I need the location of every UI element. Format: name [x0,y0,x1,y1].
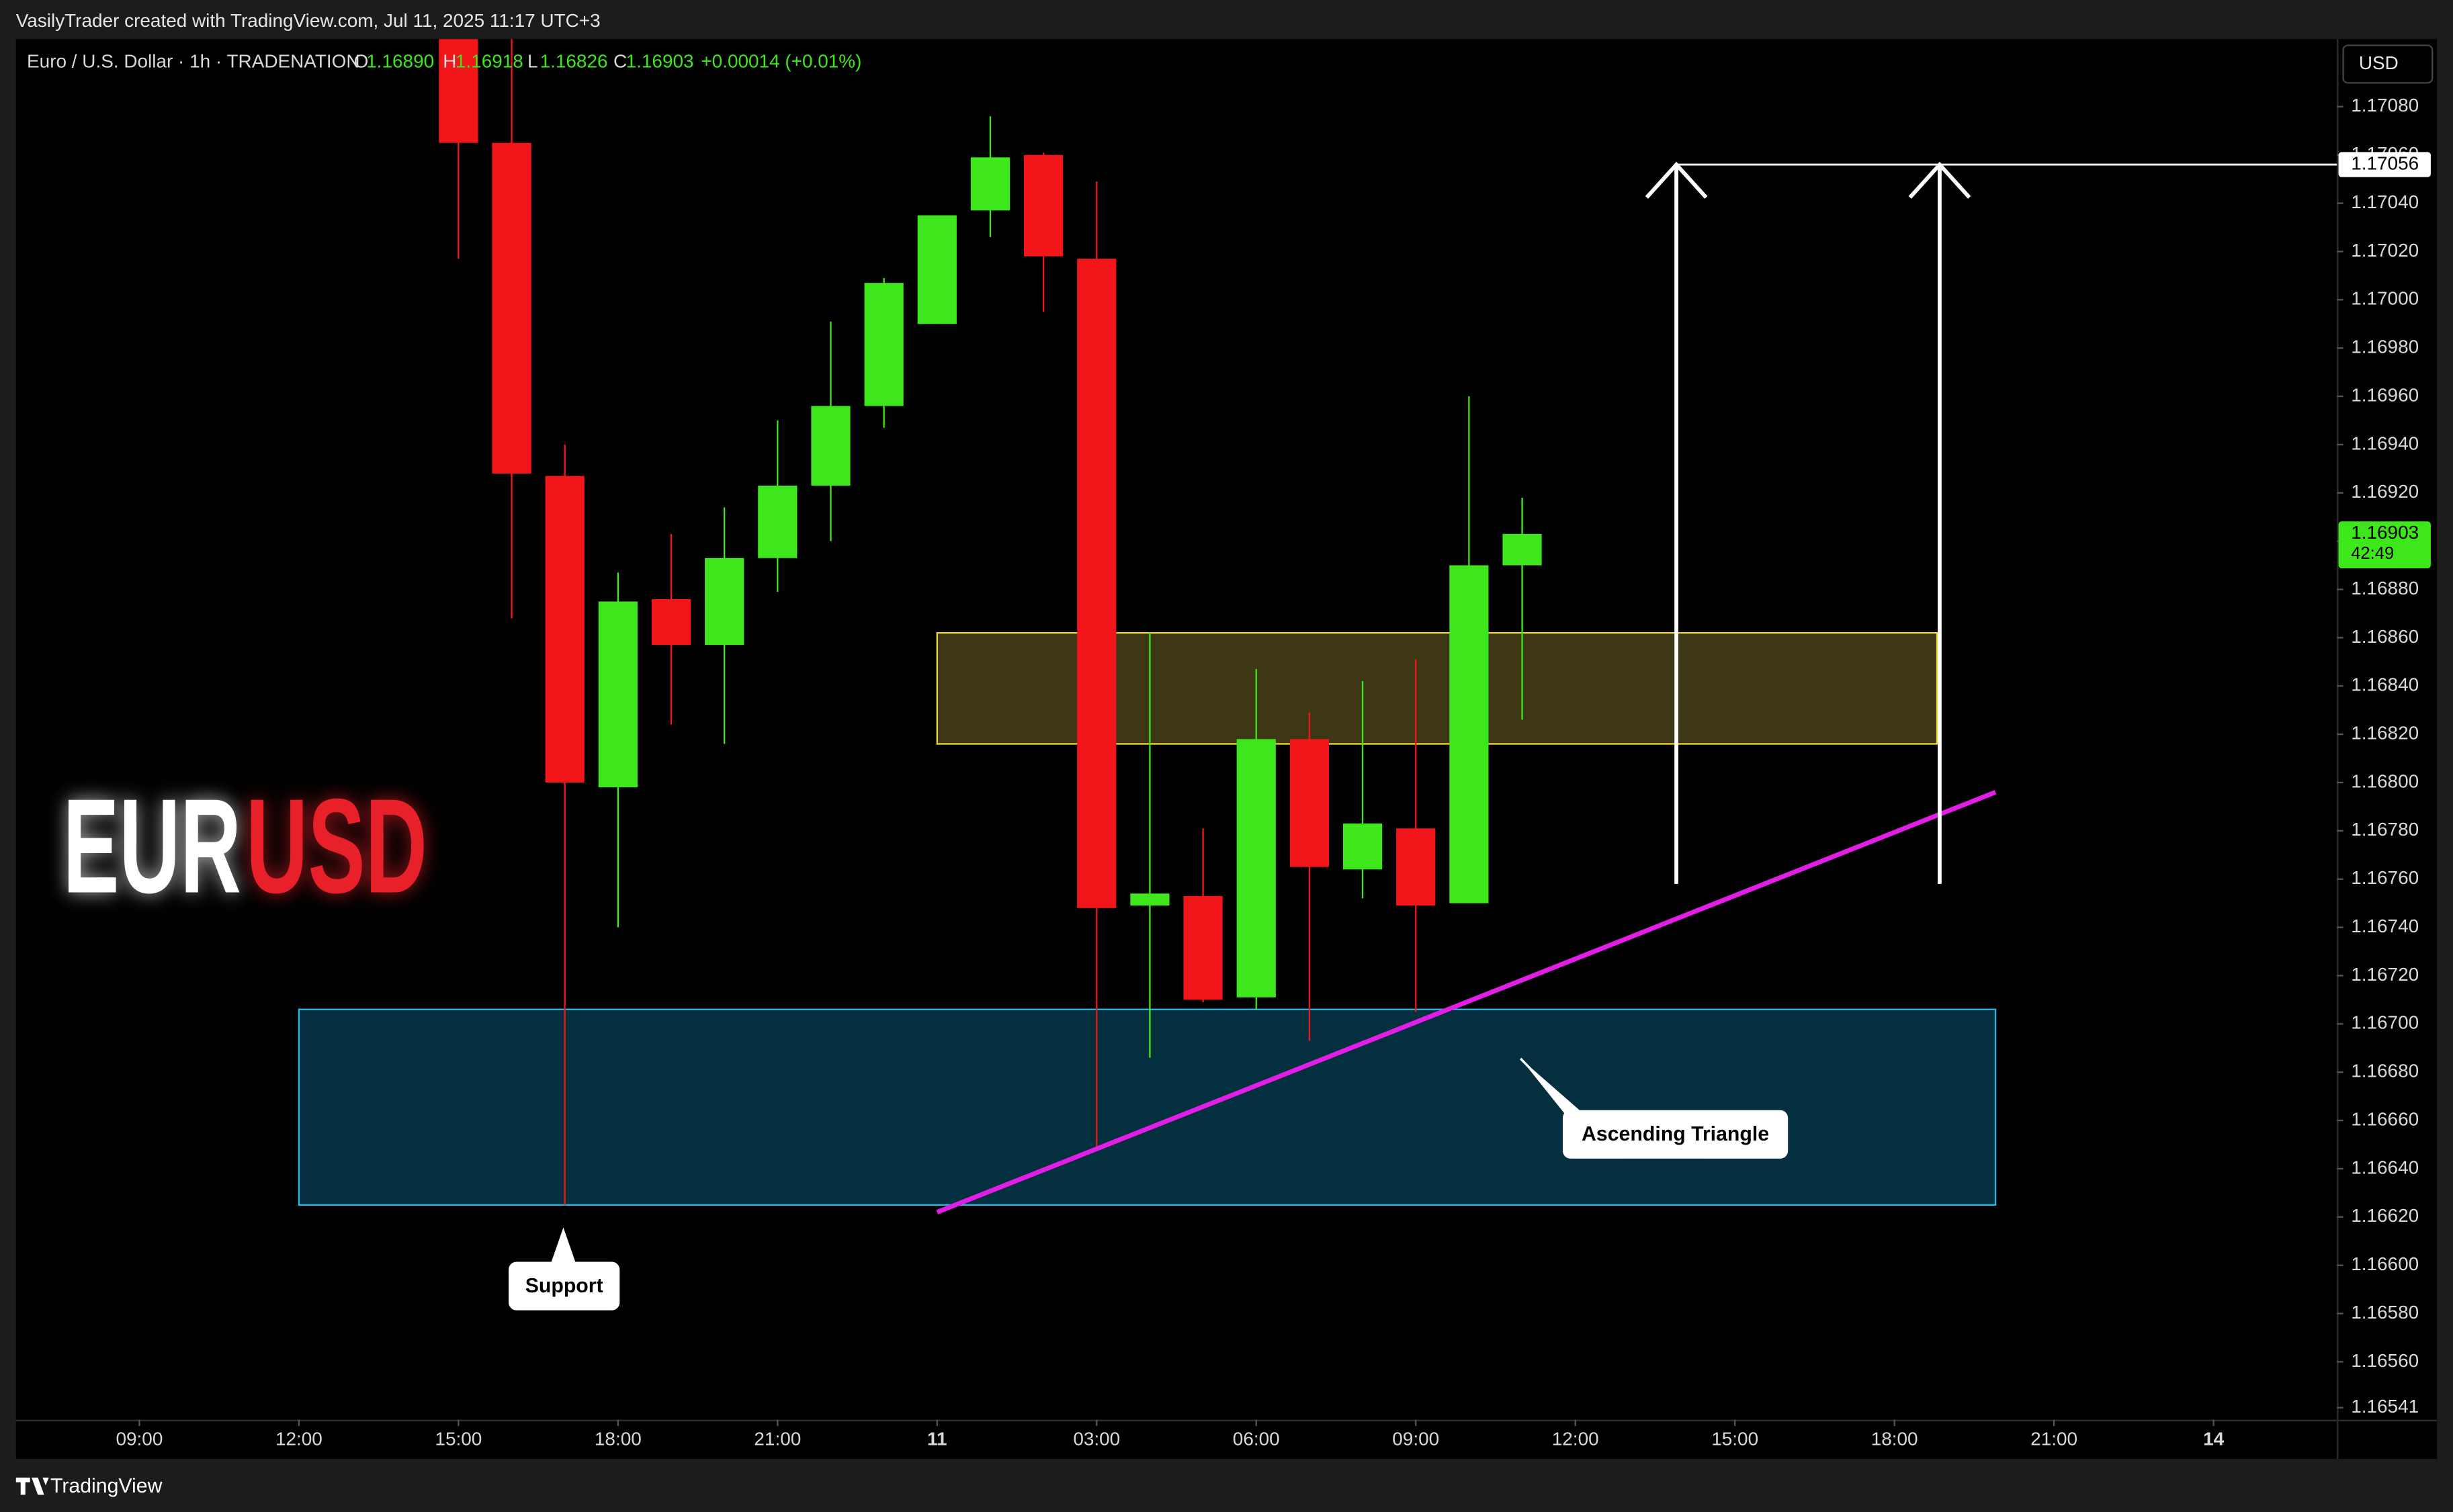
y-tick-label: 1.16880 [2351,578,2419,598]
y-tick-label: 1.17020 [2351,240,2419,261]
y-tick-label: 1.17000 [2351,288,2419,309]
x-tick-label: 14 [2203,1428,2225,1449]
target-label-box [2338,152,2431,177]
candle-body [492,142,531,474]
x-tick-label: 09:00 [1392,1428,1439,1449]
x-tick-label: 09:00 [116,1428,163,1449]
countdown: 42:49 [2351,544,2394,563]
x-tick-label: 18:00 [595,1428,642,1449]
candle-body [1449,565,1489,903]
ohlc-value: 1.16890 [366,50,434,71]
change: +0.00014 (+0.01%) [701,50,861,71]
x-tick-label: 11 [927,1428,947,1449]
ohlc-value: 1.16826 [540,50,608,71]
header: VasilyTrader created with TradingView.co… [16,10,601,31]
candle-body [917,215,957,324]
x-tick-label: 12:00 [1552,1428,1599,1449]
x-tick-label: 21:00 [2030,1428,2077,1449]
candle-body [545,476,585,783]
y-tick-label: 1.16680 [2351,1061,2419,1081]
ohlc-legend: O1.16890 H1.16918 L 1.16826 C1.16903 [354,50,694,71]
candle-body [598,601,638,788]
chart-area [15,39,2438,1459]
y-tick-label: 1.16940 [2351,433,2419,453]
candle-body [1289,739,1330,867]
candle-body [705,558,744,646]
x-tick-label: 15:00 [1711,1428,1758,1449]
y-tick-label: 1.16980 [2351,337,2419,357]
logo [15,1477,49,1495]
ohlc-value: 1.16918 [456,50,523,71]
candle-body [439,39,478,143]
last-price-box [2338,521,2431,569]
symbol: Euro / U.S. Dollar · 1h · TRADENATION [27,50,359,71]
target-label: 1.17056 [2351,152,2419,173]
y-tick-label: 1.16920 [2351,481,2419,502]
candle-body [1502,533,1542,566]
x-tick-label: 12:00 [275,1428,322,1449]
y-tick-label: 1.16740 [2351,916,2419,936]
y-tick-label: 1.16640 [2351,1157,2419,1177]
currency-box [2342,44,2434,84]
y-tick-label: 1.16700 [2351,1012,2419,1033]
ohlc-key: C [613,50,627,71]
callout-box [509,1261,620,1310]
ohlc-key: H [443,50,456,71]
x-tick-label: 18:00 [1871,1428,1918,1449]
arrow-head [1645,161,1708,199]
ohlc-key: O [354,50,369,71]
candle-body [1342,824,1383,870]
zone [298,1008,1997,1206]
y-tick-label: 1.16560 [2351,1350,2419,1371]
x-tick-label: 21:00 [754,1428,801,1449]
ohlc-key: L [527,50,538,71]
y-tick-label: 1.16860 [2351,626,2419,647]
callout-pointer [1520,1058,1584,1114]
y-tick-label: 1.16720 [2351,964,2419,985]
candle-body [864,283,904,406]
y-tick-label: 1.16541 [2351,1396,2419,1417]
candle-body [1183,895,1223,1000]
last-price-label: 1.16903 [2351,522,2419,543]
candle-body [1077,259,1117,908]
y-tick-label: 1.16820 [2351,722,2419,743]
callout-box [1562,1110,1789,1159]
x-tick-label: 03:00 [1073,1428,1120,1449]
footer: TradingView [50,1475,163,1497]
y-tick-label: 1.16960 [2351,384,2419,405]
y-tick-label: 1.16580 [2351,1302,2419,1323]
y-tick-label: 1.16780 [2351,819,2419,840]
callout-pointer [550,1227,576,1263]
candle-body [1396,828,1436,906]
y-tick-label: 1.16660 [2351,1108,2419,1129]
candle-body [1130,893,1170,906]
y-tick-label: 1.16800 [2351,770,2419,791]
y-tick-label: 1.17040 [2351,191,2419,212]
y-tick-label: 1.16600 [2351,1253,2419,1274]
candle-body [811,406,851,486]
candle-body [651,598,691,646]
candle-body [1236,739,1276,997]
currency: USD [2359,52,2399,73]
y-tick-label: 1.16840 [2351,674,2419,695]
candle-body [1024,154,1064,257]
callout-pointer-line [1519,1057,1575,1114]
y-tick-label: 1.16620 [2351,1205,2419,1226]
candle-body [970,157,1010,211]
trendline [936,790,1997,1214]
y-tick-label: 1.16760 [2351,867,2419,888]
candle-body [758,485,798,558]
marks [298,39,1997,1214]
title-left: EUR [63,772,241,922]
x-tick-label: 15:00 [435,1428,482,1449]
x-tick-label: 06:00 [1233,1428,1280,1449]
title-right: USD [246,772,427,922]
ohlc-value: 1.16903 [626,50,694,71]
annotation: Support [525,1275,603,1297]
annotation: Ascending Triangle [1582,1123,1769,1145]
y-tick-label: 1.17080 [2351,95,2419,116]
